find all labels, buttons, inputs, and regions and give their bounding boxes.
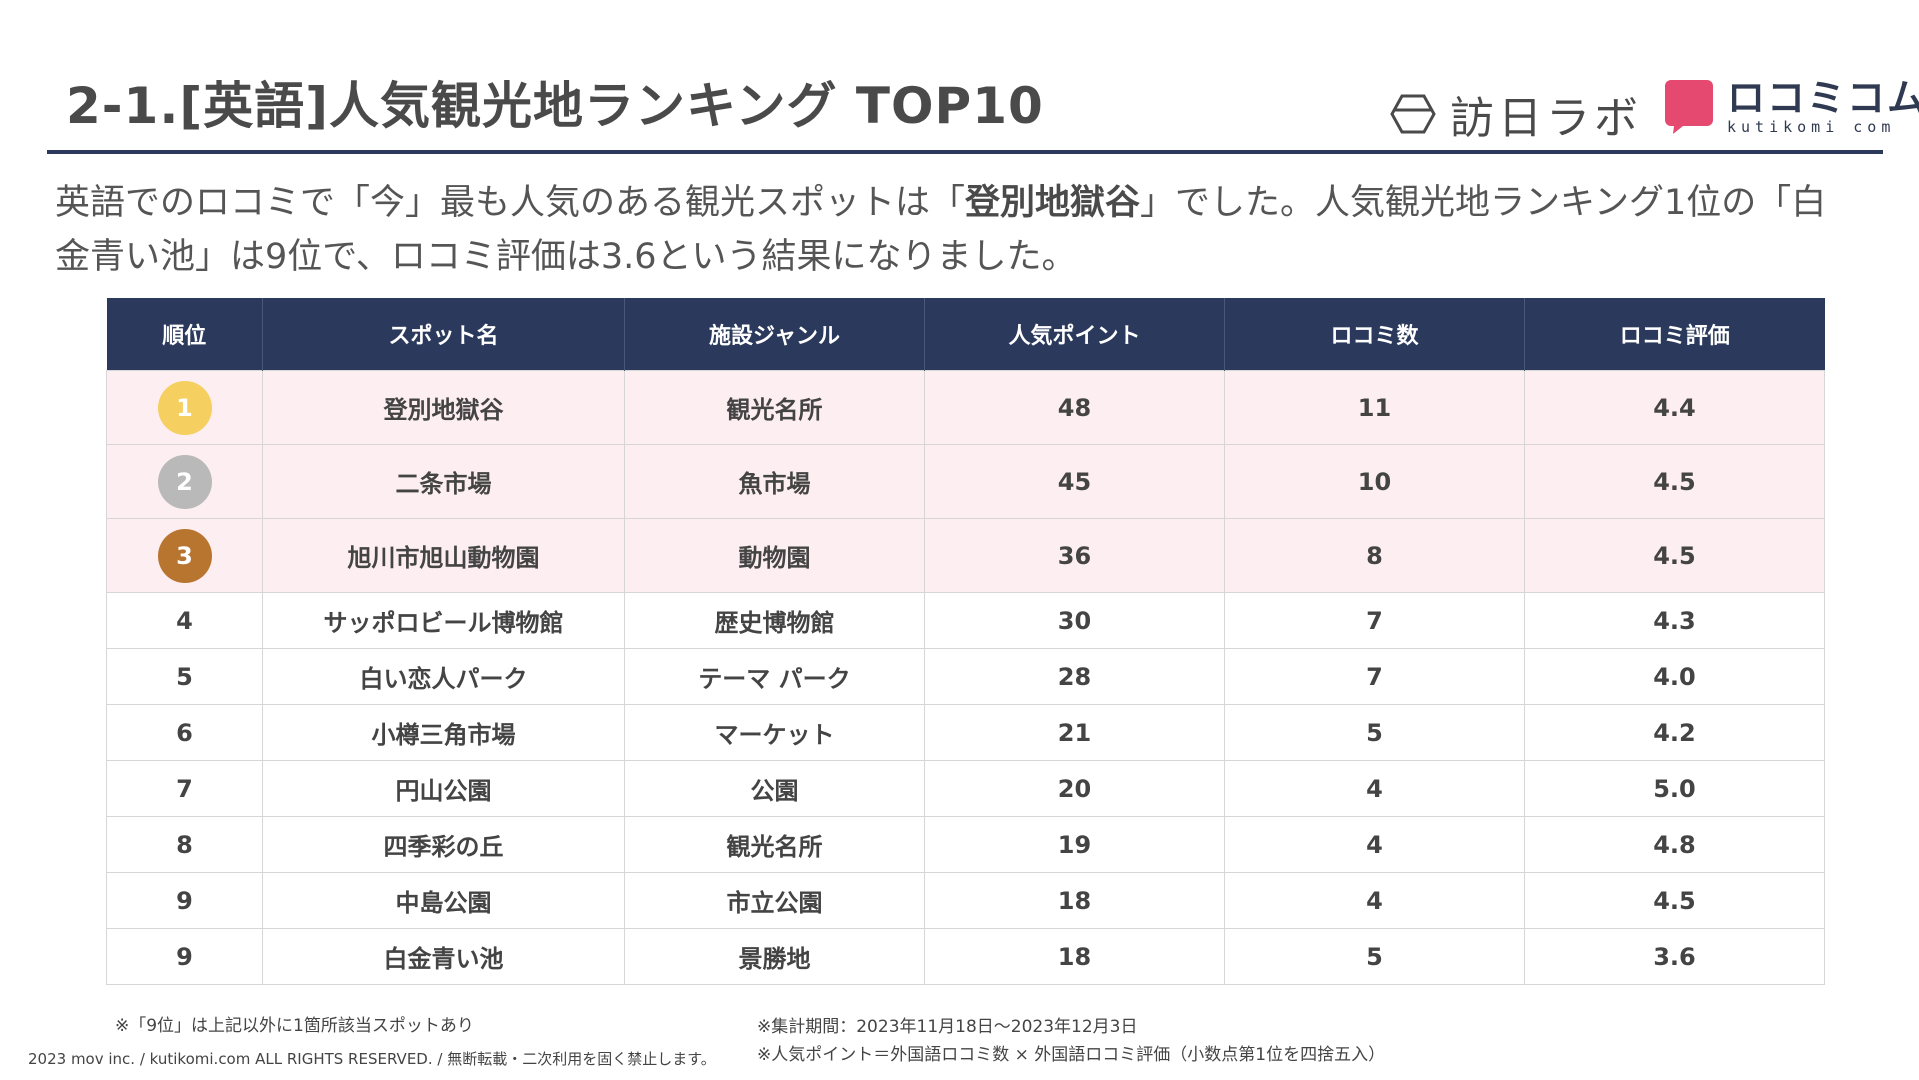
spot-cell: 旭川市旭山動物園 xyxy=(262,518,625,593)
rating-cell: 4.5 xyxy=(1524,518,1825,593)
points-cell: 19 xyxy=(924,816,1225,873)
points-cell: 21 xyxy=(924,704,1225,761)
hexagon-logo-icon xyxy=(1390,94,1436,134)
kutikomi-logo-text: ロコミコム xyxy=(1727,76,1919,120)
reviews-cell: 5 xyxy=(1224,704,1525,761)
ranking-footnote: ※「9位」は上記以外に1箇所該当スポットあり xyxy=(115,1016,474,1036)
rank-cell: 6 xyxy=(106,704,263,761)
genre-cell: 市立公園 xyxy=(624,872,925,929)
spot-cell: 小樽三角市場 xyxy=(262,704,625,761)
column-header-rating: ロコミ評価 xyxy=(1524,298,1825,371)
genre-cell: マーケット xyxy=(624,704,925,761)
ranking-table: 順位 スポット名 施設ジャンル 人気ポイント ロコミ数 ロコミ評価 1 登別地獄… xyxy=(106,298,1825,985)
hinichi-lab-logo-text: 訪日ラボ xyxy=(1450,93,1642,144)
table-row: 3 旭川市旭山動物園 動物園 36 8 4.5 xyxy=(106,518,1825,593)
spot-cell: 登別地獄谷 xyxy=(262,370,625,445)
table-row: 4 サッポロビール博物館 歴史博物館 30 7 4.3 xyxy=(106,592,1825,649)
rank-cell: 5 xyxy=(106,648,263,705)
title-divider xyxy=(47,150,1883,154)
rank-cell: 9 xyxy=(106,928,263,985)
points-cell: 20 xyxy=(924,760,1225,817)
reviews-cell: 4 xyxy=(1224,872,1525,929)
genre-cell: 公園 xyxy=(624,760,925,817)
column-header-reviews: ロコミ数 xyxy=(1224,298,1525,371)
genre-cell: テーマ パーク xyxy=(624,648,925,705)
rating-cell: 4.8 xyxy=(1524,816,1825,873)
reviews-cell: 11 xyxy=(1224,370,1525,445)
genre-cell: 観光名所 xyxy=(624,370,925,445)
rating-cell: 4.4 xyxy=(1524,370,1825,445)
kutikomi-logo-subtext: kutikomi com xyxy=(1727,118,1896,136)
lead-text-part2: 」でした。人気観光地ランキング1位の「白金青い池」は9位で、ロコミ評価は3.6と… xyxy=(55,183,1827,277)
spot-cell: サッポロビール博物館 xyxy=(262,592,625,649)
genre-cell: 歴史博物館 xyxy=(624,592,925,649)
reviews-cell: 5 xyxy=(1224,928,1525,985)
rank-cell: 3 xyxy=(106,518,263,593)
table-row: 6 小樽三角市場 マーケット 21 5 4.2 xyxy=(106,704,1825,761)
points-cell: 45 xyxy=(924,444,1225,519)
reviews-cell: 4 xyxy=(1224,816,1525,873)
spot-cell: 白い恋人パーク xyxy=(262,648,625,705)
rating-cell: 3.6 xyxy=(1524,928,1825,985)
rating-cell: 4.3 xyxy=(1524,592,1825,649)
reviews-cell: 7 xyxy=(1224,592,1525,649)
rank-cell: 9 xyxy=(106,872,263,929)
column-header-spot: スポット名 xyxy=(262,298,625,371)
reviews-cell: 4 xyxy=(1224,760,1525,817)
copyright-notice: 2023 mov inc. / kutikomi.com ALL RIGHTS … xyxy=(28,1050,716,1068)
rating-cell: 4.2 xyxy=(1524,704,1825,761)
speech-bubble-logo-icon xyxy=(1665,80,1713,134)
table-row: 8 四季彩の丘 観光名所 19 4 4.8 xyxy=(106,816,1825,873)
points-cell: 18 xyxy=(924,872,1225,929)
reviews-cell: 8 xyxy=(1224,518,1525,593)
rating-cell: 4.5 xyxy=(1524,872,1825,929)
points-cell: 28 xyxy=(924,648,1225,705)
column-header-points: 人気ポイント xyxy=(924,298,1225,371)
points-cell: 30 xyxy=(924,592,1225,649)
rank-cell: 2 xyxy=(106,444,263,519)
points-formula-note: ※人気ポイント＝外国語ロコミ数 × 外国語ロコミ評価（小数点第1位を四捨五入） xyxy=(757,1045,1386,1065)
spot-cell: 中島公園 xyxy=(262,872,625,929)
table-row: 7 円山公園 公園 20 4 5.0 xyxy=(106,760,1825,817)
aggregation-period-note: ※集計期間：2023年11月18日〜2023年12月3日 xyxy=(757,1017,1138,1037)
rank-cell: 8 xyxy=(106,816,263,873)
genre-cell: 景勝地 xyxy=(624,928,925,985)
hinichi-lab-logo: 訪日ラボ xyxy=(1390,82,1642,146)
rating-cell: 5.0 xyxy=(1524,760,1825,817)
table-header-row: 順位 スポット名 施設ジャンル 人気ポイント ロコミ数 ロコミ評価 xyxy=(106,298,1825,371)
bronze-medal-badge: 3 xyxy=(157,528,212,583)
rank-cell: 1 xyxy=(106,370,263,445)
reviews-cell: 7 xyxy=(1224,648,1525,705)
genre-cell: 魚市場 xyxy=(624,444,925,519)
rating-cell: 4.0 xyxy=(1524,648,1825,705)
rating-cell: 4.5 xyxy=(1524,444,1825,519)
table-row: 1 登別地獄谷 観光名所 48 11 4.4 xyxy=(106,370,1825,445)
genre-cell: 動物園 xyxy=(624,518,925,593)
points-cell: 18 xyxy=(924,928,1225,985)
lead-text-part1: 英語でのロコミで「今」最も人気のある観光スポットは「 xyxy=(55,183,966,223)
lead-highlight: 登別地獄谷 xyxy=(965,183,1141,223)
gold-medal-badge: 1 xyxy=(157,380,212,435)
genre-cell: 観光名所 xyxy=(624,816,925,873)
silver-medal-badge: 2 xyxy=(157,454,212,509)
points-cell: 48 xyxy=(924,370,1225,445)
column-header-genre: 施設ジャンル xyxy=(624,298,925,371)
table-row: 9 白金青い池 景勝地 18 5 3.6 xyxy=(106,928,1825,985)
spot-cell: 二条市場 xyxy=(262,444,625,519)
spot-cell: 四季彩の丘 xyxy=(262,816,625,873)
lead-paragraph: 英語でのロコミで「今」最も人気のある観光スポットは「登別地獄谷」でした。人気観光… xyxy=(55,176,1855,284)
column-header-rank: 順位 xyxy=(106,298,263,371)
rank-cell: 4 xyxy=(106,592,263,649)
table-row: 2 二条市場 魚市場 45 10 4.5 xyxy=(106,444,1825,519)
table-row: 5 白い恋人パーク テーマ パーク 28 7 4.0 xyxy=(106,648,1825,705)
kutikomi-logo: ロコミコム kutikomi com xyxy=(1665,78,1919,136)
points-cell: 36 xyxy=(924,518,1225,593)
table-row: 9 中島公園 市立公園 18 4 4.5 xyxy=(106,872,1825,929)
spot-cell: 円山公園 xyxy=(262,760,625,817)
reviews-cell: 10 xyxy=(1224,444,1525,519)
spot-cell: 白金青い池 xyxy=(262,928,625,985)
rank-cell: 7 xyxy=(106,760,263,817)
page-title: 2-1.[英語]人気観光地ランキング TOP10 xyxy=(66,77,1044,135)
